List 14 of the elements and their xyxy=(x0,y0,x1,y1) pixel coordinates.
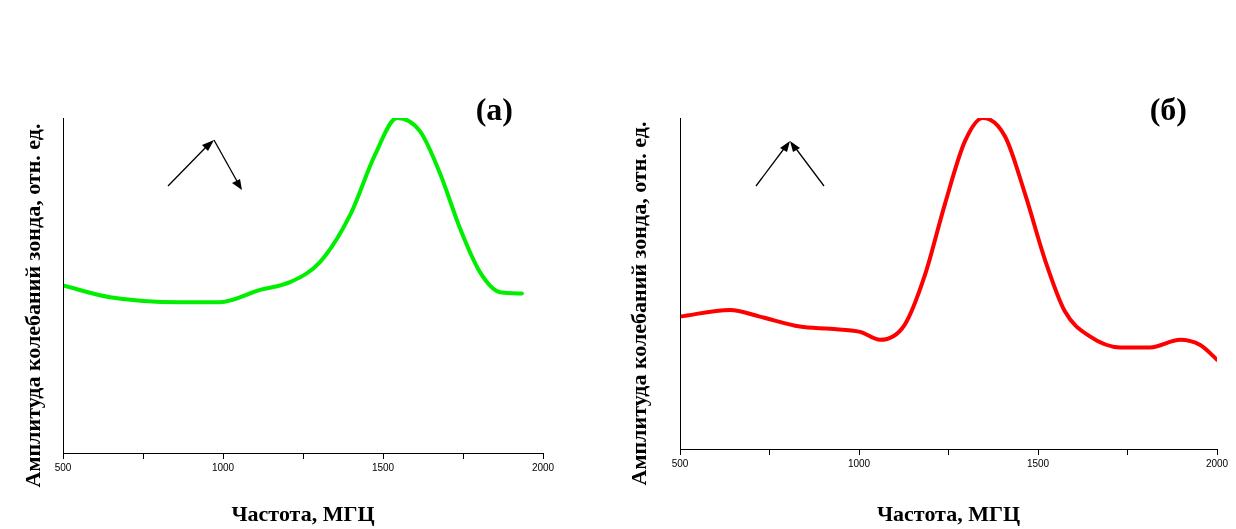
x-tick-label: 1000 xyxy=(211,461,235,473)
x-tick-label: 1500 xyxy=(371,461,395,473)
chart-title: (а) xyxy=(475,91,513,128)
chart-title: (б) xyxy=(1149,91,1187,128)
y-axis-title: Амплитуда колебаний зонда, отн. ед. xyxy=(19,123,45,488)
x-axis-title: Частота, МГЦ xyxy=(876,501,1021,527)
x-tick-label: 500 xyxy=(671,457,689,469)
y-axis-title: Амплитуда колебаний зонда, отн. ед. xyxy=(625,121,651,486)
x-tick-label: 1000 xyxy=(847,457,871,469)
x-tick-label: 2000 xyxy=(531,461,555,473)
x-axis-title: Частота, МГЦ xyxy=(231,501,375,527)
x-tick-label: 2000 xyxy=(1205,457,1229,469)
x-tick-label: 500 xyxy=(54,461,72,473)
x-tick-label: 1500 xyxy=(1026,457,1050,469)
